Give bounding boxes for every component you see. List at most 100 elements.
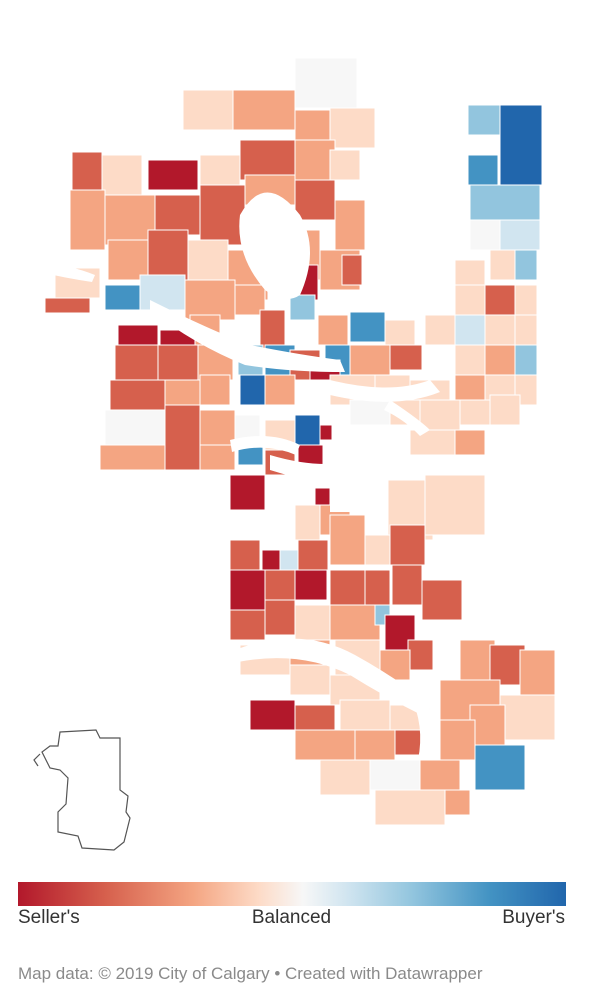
community-region (229, 474, 266, 511)
community-region (407, 639, 434, 671)
community-region (259, 309, 286, 351)
community-region (349, 399, 391, 426)
community-region (364, 569, 391, 611)
community-region (239, 374, 266, 406)
community-region (519, 649, 556, 696)
community-region (114, 344, 161, 381)
community-region (439, 719, 476, 761)
community-region (341, 254, 363, 286)
community-region (421, 579, 463, 621)
river-cutout (410, 690, 434, 760)
community-region (264, 374, 296, 406)
community-region (484, 344, 516, 376)
city-outline-spur (33, 753, 41, 767)
community-region (469, 704, 506, 746)
calgary-community-map (33, 57, 556, 851)
community-region (514, 284, 538, 316)
choropleth-map (33, 57, 556, 851)
community-region (294, 414, 321, 446)
community-region (334, 199, 366, 251)
legend-label-buyers: Buyer's (502, 907, 565, 928)
community-region (99, 444, 166, 471)
river-cutout (230, 436, 300, 455)
river-cutout (330, 480, 388, 512)
community-region (484, 284, 516, 316)
community-region (289, 294, 316, 321)
city-outline-inset (33, 729, 131, 851)
legend-label-balanced: Balanced (251, 907, 332, 928)
community-region (297, 539, 329, 571)
community-region (147, 229, 189, 281)
community-region (369, 759, 421, 791)
community-region (157, 344, 199, 381)
community-region (182, 89, 234, 131)
community-region (384, 319, 416, 346)
community-region (104, 284, 141, 311)
community-region (467, 104, 501, 136)
community-region (294, 179, 336, 221)
community-region (454, 284, 486, 316)
community-region (249, 699, 296, 731)
community-region (409, 429, 461, 456)
community-region (467, 154, 499, 186)
community-region (229, 539, 261, 571)
river-cutout (384, 400, 430, 436)
city-outline-shape (41, 729, 131, 851)
community-region (319, 424, 333, 441)
community-region (139, 274, 186, 311)
community-region (349, 344, 391, 376)
community-region (374, 789, 446, 826)
community-region (294, 604, 331, 641)
community-region (294, 504, 321, 541)
community-region (239, 139, 296, 181)
legend-label-sellers: Seller's (18, 907, 80, 928)
community-region (329, 149, 361, 181)
community-region (484, 314, 516, 346)
community-region (184, 279, 236, 321)
community-region (469, 184, 541, 221)
community-region (264, 599, 296, 636)
community-region (199, 374, 231, 406)
community-region (279, 549, 299, 571)
community-region (339, 699, 391, 731)
community-region (424, 474, 486, 536)
community-regions (44, 57, 556, 826)
community-region (294, 729, 356, 761)
community-region (317, 314, 349, 346)
river-cutout (270, 455, 400, 482)
community-region (199, 409, 236, 446)
community-region (391, 564, 423, 606)
river-cutout (330, 380, 440, 402)
community-region (424, 314, 456, 346)
community-region (104, 194, 156, 246)
community-region (289, 664, 331, 696)
river-cutout (239, 192, 310, 299)
community-region (454, 429, 486, 456)
community-region (499, 104, 543, 186)
community-region (469, 219, 501, 251)
community-region (232, 89, 296, 131)
community-region (199, 444, 236, 471)
river-cutout (100, 480, 230, 500)
community-region (329, 107, 376, 149)
community-region (71, 151, 103, 193)
community-region (229, 569, 266, 611)
community-region (514, 314, 538, 346)
community-region (101, 154, 143, 196)
community-region (319, 759, 371, 796)
community-region (329, 569, 366, 606)
community-region (199, 184, 246, 246)
community-region (164, 404, 201, 471)
community-region (154, 194, 201, 236)
community-region (514, 249, 538, 281)
community-region (459, 399, 491, 426)
community-region (444, 789, 471, 816)
community-region (264, 569, 296, 601)
community-region (187, 239, 229, 281)
community-region (474, 744, 526, 791)
community-region (419, 399, 461, 431)
community-region (349, 311, 386, 343)
community-region (454, 259, 486, 286)
map-credit: Map data: © 2019 City of Calgary • Creat… (18, 964, 483, 983)
community-region (294, 139, 336, 181)
